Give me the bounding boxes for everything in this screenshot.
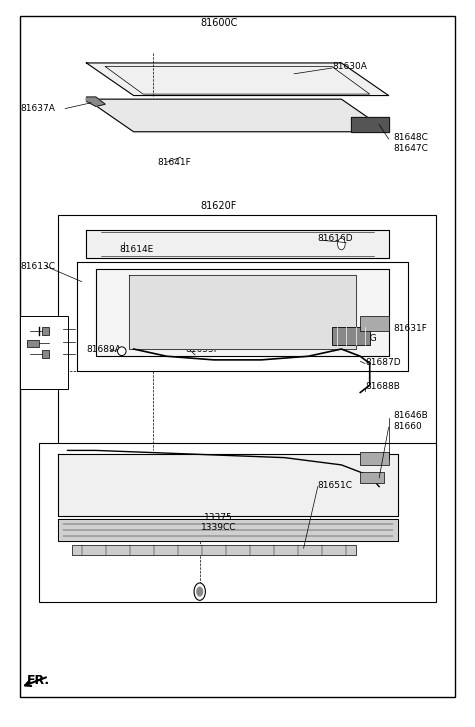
Polygon shape	[351, 117, 389, 132]
Text: 81688B: 81688B	[365, 382, 400, 391]
Text: 81635F: 81635F	[186, 345, 219, 353]
Polygon shape	[86, 63, 389, 95]
Text: 13375: 13375	[204, 513, 233, 521]
Circle shape	[194, 583, 205, 601]
Bar	[58, 215, 436, 465]
Bar	[41, 350, 48, 358]
Circle shape	[338, 238, 345, 250]
Text: 81614E: 81614E	[119, 244, 154, 254]
Text: 81660: 81660	[393, 422, 422, 431]
Circle shape	[197, 587, 202, 596]
Text: 81647C: 81647C	[393, 144, 428, 153]
Text: 81613C: 81613C	[20, 262, 55, 271]
Polygon shape	[86, 97, 105, 106]
Bar	[72, 545, 356, 555]
Ellipse shape	[117, 347, 126, 356]
Text: 81651C: 81651C	[318, 481, 353, 490]
Text: 81631F: 81631F	[393, 324, 427, 333]
Text: 81689A: 81689A	[86, 345, 121, 353]
Polygon shape	[58, 454, 398, 515]
Bar	[28, 340, 39, 347]
Bar	[360, 452, 389, 465]
Bar	[41, 327, 48, 334]
Text: 81648C: 81648C	[393, 133, 428, 142]
Text: 1339CC: 1339CC	[201, 523, 237, 531]
Bar	[360, 472, 384, 483]
Text: 81616D: 81616D	[318, 234, 353, 244]
Text: 81641F: 81641F	[157, 158, 191, 166]
Text: 81620F: 81620F	[200, 201, 237, 211]
Polygon shape	[86, 230, 389, 259]
Bar	[20, 316, 67, 389]
Polygon shape	[96, 269, 389, 356]
Polygon shape	[58, 519, 398, 541]
Text: 81600C: 81600C	[200, 18, 238, 28]
Text: 1129ED: 1129ED	[20, 352, 50, 361]
Polygon shape	[129, 275, 356, 349]
Text: FR.: FR.	[28, 674, 50, 687]
Text: 81646B: 81646B	[393, 411, 428, 420]
Text: 81687D: 81687D	[365, 358, 400, 366]
Text: 71378A: 71378A	[20, 337, 50, 346]
Bar	[39, 443, 436, 603]
Text: 81637A: 81637A	[20, 104, 55, 113]
Bar	[332, 327, 370, 345]
Text: 1129ED: 1129ED	[20, 321, 50, 330]
Polygon shape	[86, 99, 389, 132]
Text: 81671G: 81671G	[342, 334, 377, 343]
Bar	[360, 316, 389, 331]
Text: 81630A: 81630A	[332, 62, 367, 71]
